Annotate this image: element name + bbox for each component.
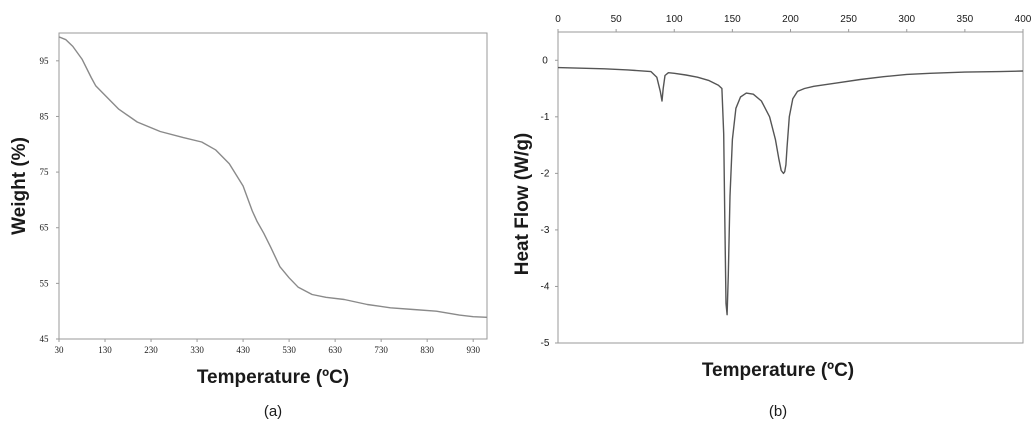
- series-layer: [58, 36, 488, 318]
- tga-chart: 45 55 65 75 85 95 30 130 230 330 430 530 630 730 830 9…: [9, 32, 488, 420]
- y-tick-label: 75: [40, 167, 50, 177]
- y-tick-label: -2: [541, 168, 550, 179]
- plot-frame: [58, 32, 488, 340]
- y-tick-label: -5: [541, 338, 550, 349]
- y-tick-label: 85: [40, 111, 50, 121]
- x-tick-label: 400: [1015, 14, 1032, 25]
- y-tick-label: 0: [542, 55, 548, 66]
- plot-frame: [557, 31, 1024, 344]
- y-axis-ticks: 0 -1 -2 -3 -4 -5: [541, 55, 558, 349]
- series-layer: [557, 66, 1024, 316]
- y-tick-label: 65: [40, 223, 50, 233]
- y-axis-title: Weight (%): [9, 137, 30, 235]
- y-tick-label: 45: [40, 334, 50, 344]
- x-tick-label: 0: [555, 14, 561, 25]
- x-axis-ticks: 0 50 100 150 200 250 300 350 400: [555, 14, 1032, 32]
- y-axis-title: Heat Flow (W/g): [512, 133, 533, 275]
- x-tick-label: 30: [55, 345, 65, 355]
- x-tick-label: 430: [236, 345, 250, 355]
- y-tick-label: 55: [40, 278, 50, 288]
- x-tick-label: 330: [190, 345, 204, 355]
- x-axis-title: Temperature (ºC): [197, 367, 349, 388]
- x-axis-ticks: 30 130 230 330 430 530 630 730 830 930: [55, 339, 480, 355]
- x-tick-label: 830: [420, 345, 434, 355]
- x-tick-label: 100: [666, 14, 683, 25]
- y-tick-label: -4: [541, 281, 550, 292]
- x-tick-label: 200: [782, 14, 799, 25]
- panel-label-b: (b): [769, 403, 787, 420]
- y-axis-ticks: 45 55 65 75 85 95: [40, 56, 59, 344]
- x-axis-title: Temperature (ºC): [702, 360, 854, 381]
- y-tick-label: -1: [541, 112, 550, 123]
- x-tick-label: 50: [611, 14, 623, 25]
- y-tick-label: -3: [541, 225, 550, 236]
- y-tick-label: 95: [40, 56, 50, 66]
- x-tick-label: 630: [328, 345, 342, 355]
- x-tick-label: 250: [840, 14, 857, 25]
- dsc-chart: 0 -1 -2 -3 -4 -5 0 50 100 150 200 250 300 350 400 Hea…: [512, 14, 1032, 420]
- series-line: [58, 36, 488, 318]
- x-tick-label: 930: [466, 345, 480, 355]
- x-tick-label: 730: [374, 345, 388, 355]
- x-tick-label: 300: [898, 14, 915, 25]
- panel-label-a: (a): [264, 403, 282, 420]
- x-tick-label: 150: [724, 14, 741, 25]
- x-tick-label: 530: [282, 345, 296, 355]
- series-line: [557, 66, 1024, 316]
- x-tick-label: 230: [144, 345, 158, 355]
- x-tick-label: 350: [957, 14, 974, 25]
- x-tick-label: 130: [98, 345, 112, 355]
